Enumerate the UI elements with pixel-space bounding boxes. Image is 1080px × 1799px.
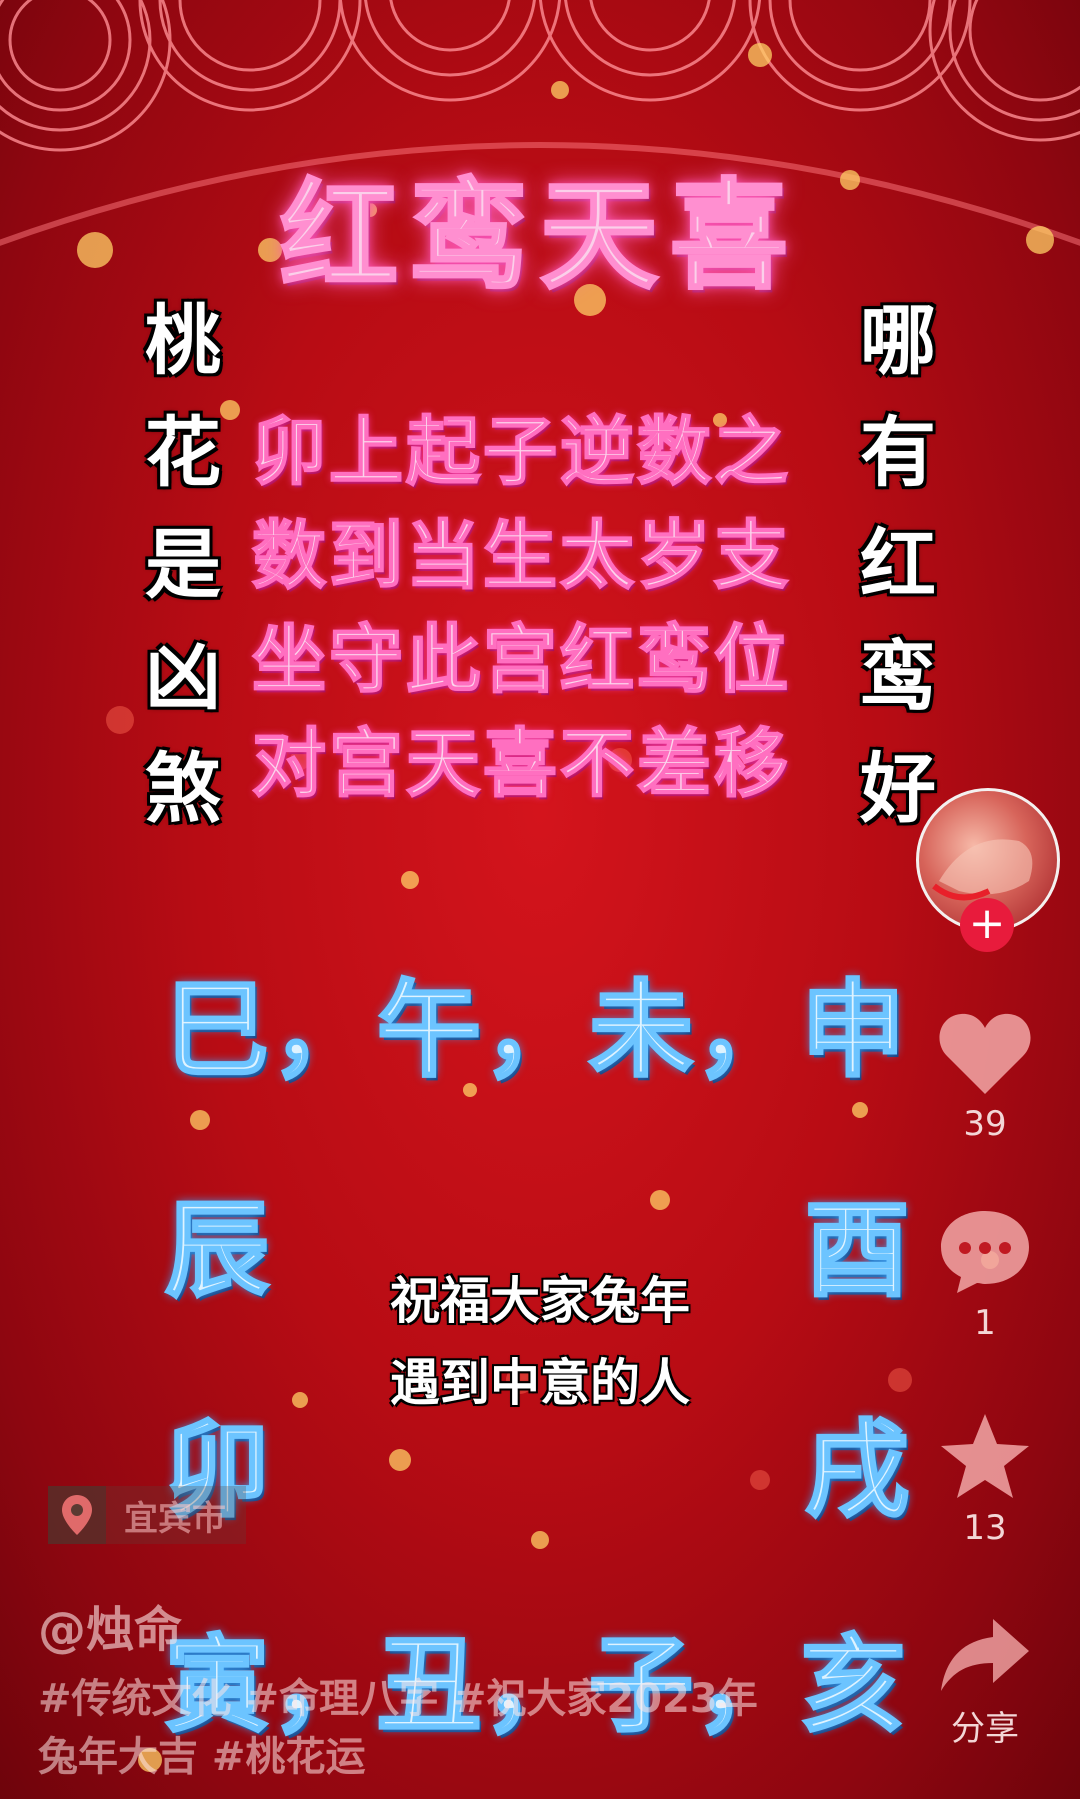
comment-bubble-icon (941, 1211, 1029, 1293)
share-arrow-icon (941, 1619, 1029, 1691)
blessing-subtitle: 祝福大家兔年 遇到中意的人 (320, 1260, 760, 1424)
right-vertical-text: 哪 有 红 鸾 好 (843, 285, 953, 845)
like-button[interactable]: 39 (920, 1010, 1050, 1144)
avatar-image (932, 839, 1033, 901)
verse-block: 卯上起子逆数之 数到当生太岁支 坐守此宫红鸾位 对宫天喜不差移 (251, 400, 832, 816)
author-name[interactable]: @烛命 (38, 1602, 183, 1658)
left-char: 花 (145, 408, 221, 497)
decorative-clouds (0, 0, 1080, 246)
blessing-line: 祝福大家兔年 (390, 1272, 690, 1330)
right-char: 哪 (860, 296, 936, 385)
left-char: 凶 (145, 632, 221, 721)
branches-bottom-row: 寅，丑，子，亥 (163, 1623, 908, 1748)
branch-left-2: 卯 (163, 1408, 270, 1533)
left-char: 桃 (145, 296, 221, 385)
branches-top-row: 巳，午，未，申 (163, 968, 908, 1093)
favorite-count: 13 (963, 1508, 1007, 1548)
comment-count: 1 (974, 1303, 996, 1343)
verse-line: 对宫天喜不差移 (251, 720, 791, 808)
left-vertical-text: 桃 花 是 凶 煞 (128, 285, 238, 845)
location-label: 宜宾市 (124, 1498, 226, 1539)
branch-right-2: 戌 (803, 1408, 910, 1533)
caption-line: 兔年大吉 #桃花运 (38, 1734, 366, 1780)
left-char: 煞 (145, 744, 221, 833)
left-char: 是 (145, 520, 221, 609)
branch-left-1: 辰 (163, 1188, 270, 1313)
heart-icon (939, 1013, 1031, 1094)
blessing-line: 遇到中意的人 (390, 1354, 690, 1412)
right-char: 红 (860, 520, 936, 609)
star-icon (941, 1414, 1029, 1498)
verse-line: 卯上起子逆数之 (251, 408, 791, 496)
right-char: 鸾 (860, 632, 936, 721)
comment-button[interactable]: 1 (920, 1207, 1050, 1343)
verse-line: 数到当生太岁支 (251, 512, 791, 600)
right-char: 有 (860, 408, 936, 497)
share-label: 分享 (951, 1709, 1019, 1749)
like-count: 39 (963, 1104, 1007, 1144)
share-button[interactable]: 分享 (920, 1615, 1050, 1750)
branch-right-1: 酉 (803, 1188, 910, 1313)
verse-line: 坐守此宫红鸾位 (251, 616, 791, 704)
page-title: 红鸾天喜 (278, 165, 800, 307)
right-char: 好 (860, 744, 936, 833)
caption-line: #传统文化 #命理八字 #祝大家2023年 (38, 1676, 758, 1722)
video-caption[interactable]: #传统文化 #命理八字 #祝大家2023年 兔年大吉 #桃花运 (38, 1670, 838, 1786)
favorite-button[interactable]: 13 (920, 1410, 1050, 1548)
location-pin-icon (48, 1486, 106, 1544)
location-tag[interactable]: 宜宾市 (48, 1486, 246, 1544)
follow-button[interactable]: + (960, 898, 1014, 952)
